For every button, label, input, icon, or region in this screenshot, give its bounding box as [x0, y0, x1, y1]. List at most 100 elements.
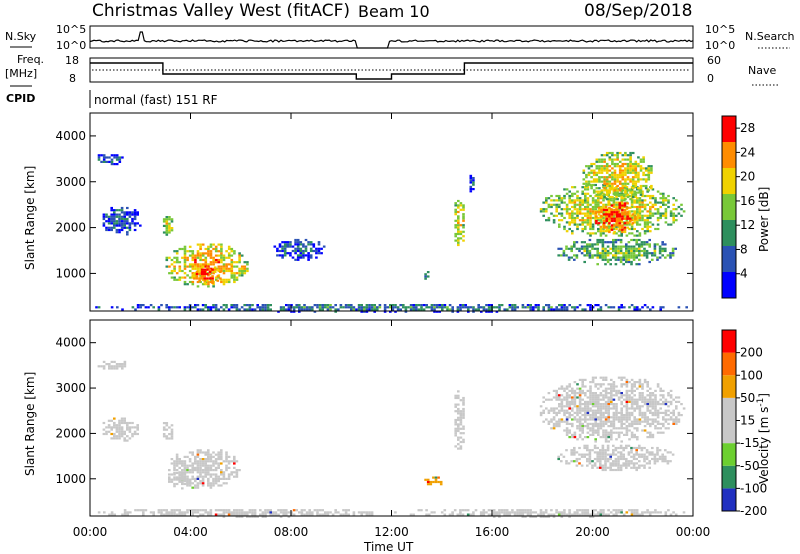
- heatmap-cell: [273, 245, 277, 248]
- heatmap-cell: [633, 308, 636, 311]
- heatmap-cell: [457, 427, 460, 430]
- heatmap-cell: [612, 306, 616, 309]
- heatmap-cell: [181, 256, 184, 259]
- heatmap-cell: [599, 308, 603, 311]
- heatmap-cell: [586, 403, 590, 406]
- heatmap-cell: [576, 194, 579, 198]
- heatmap-cell: [214, 475, 218, 478]
- heatmap-cell: [586, 453, 589, 456]
- heatmap-cell: [511, 306, 514, 309]
- heatmap-cell: [383, 308, 387, 311]
- heatmap-cell: [201, 258, 205, 262]
- heatmap-cell: [638, 378, 642, 381]
- heatmap-cell: [558, 396, 561, 399]
- heatmap-cell: [589, 396, 592, 399]
- heatmap-cell: [604, 249, 607, 253]
- heatmap-cell: [630, 214, 634, 217]
- heatmap-cell: [605, 151, 609, 155]
- heatmap-cell: [595, 171, 599, 174]
- heatmap-cell: [110, 365, 114, 368]
- heatmap-cell: [598, 165, 601, 168]
- heatmap-cell: [680, 214, 683, 217]
- heatmap-cell: [120, 224, 124, 227]
- heatmap-cell: [563, 194, 566, 198]
- heatmap-cell: [547, 308, 551, 311]
- heatmap-cell: [305, 308, 309, 311]
- heatmap-cell: [126, 231, 129, 234]
- heatmap-cell: [212, 263, 215, 266]
- heatmap-cell: [639, 184, 643, 188]
- heatmap-cell: [675, 400, 678, 403]
- heatmap-cell: [558, 394, 561, 397]
- heatmap-cell: [203, 273, 207, 276]
- heatmap-cell: [110, 160, 114, 163]
- heatmap-cell: [609, 511, 613, 514]
- heatmap-cell: [581, 223, 584, 226]
- heatmap-cell: [472, 183, 475, 186]
- heatmap-cell: [628, 306, 631, 309]
- heatmap-cell: [207, 451, 210, 454]
- heatmap-cell: [628, 381, 631, 384]
- heatmap-cell: [590, 187, 593, 190]
- heatmap-cell: [584, 436, 587, 439]
- heatmap-cell: [209, 243, 213, 246]
- heatmap-cell: [264, 308, 267, 311]
- heatmap-cell: [165, 229, 169, 232]
- heatmap-cell: [168, 476, 171, 479]
- heatmap-cell: [222, 509, 226, 512]
- heatmap-cell: [168, 511, 171, 514]
- heatmap-cell: [457, 443, 460, 446]
- heatmap-cell: [625, 396, 629, 399]
- heatmap-cell: [583, 509, 587, 512]
- heatmap-cell: [175, 306, 179, 309]
- heatmap-cell: [230, 304, 233, 307]
- heatmap-cell: [643, 243, 646, 246]
- heatmap-cell: [636, 199, 639, 202]
- heatmap-cell: [459, 306, 462, 309]
- heatmap-cell: [238, 261, 241, 264]
- heatmap-cell: [610, 420, 613, 423]
- heatmap-cell: [518, 509, 522, 512]
- heatmap-cell: [612, 385, 616, 388]
- heatmap-cell: [240, 274, 244, 277]
- heatmap-cell: [565, 245, 568, 248]
- heatmap-cell: [206, 273, 209, 276]
- heatmap-cell: [659, 394, 662, 397]
- heatmap-cell: [667, 394, 670, 397]
- heatmap-cell: [459, 416, 463, 419]
- heatmap-cell: [472, 177, 475, 180]
- heatmap-cell: [671, 247, 675, 250]
- heatmap-cell: [594, 438, 597, 441]
- heatmap-cell: [653, 254, 657, 257]
- heatmap-cell: [212, 464, 215, 467]
- heatmap-cell: [170, 458, 174, 461]
- heatmap-cell: [628, 212, 631, 215]
- heatmap-cell: [230, 267, 234, 270]
- heatmap-cell: [664, 197, 668, 200]
- heatmap-cell: [619, 245, 623, 248]
- heatmap-cell: [251, 509, 254, 512]
- heatmap-cell: [591, 225, 595, 228]
- heatmap-cell: [492, 515, 496, 518]
- heatmap-cell: [608, 169, 612, 172]
- heatmap-cell: [199, 460, 202, 463]
- heatmap-cell: [545, 208, 548, 211]
- heatmap-cell: [170, 473, 174, 476]
- heatmap-cell: [589, 398, 592, 401]
- heatmap-cell: [597, 227, 600, 231]
- heatmap-cell: [581, 425, 584, 428]
- heatmap-cell: [625, 414, 629, 417]
- heatmap-cell: [230, 272, 234, 275]
- heatmap-cell: [227, 267, 231, 270]
- heatmap-cell: [207, 480, 210, 483]
- heatmap-cell: [618, 169, 622, 172]
- heatmap-cell: [603, 154, 606, 157]
- heatmap-cell: [204, 258, 208, 262]
- heatmap-cell: [628, 509, 631, 512]
- heatmap-cell: [656, 201, 660, 204]
- heatmap-cell: [222, 475, 226, 478]
- heatmap-cell: [602, 425, 605, 428]
- heatmap-cell: [464, 306, 467, 309]
- heatmap-cell: [586, 511, 590, 514]
- heatmap-cell: [235, 306, 239, 309]
